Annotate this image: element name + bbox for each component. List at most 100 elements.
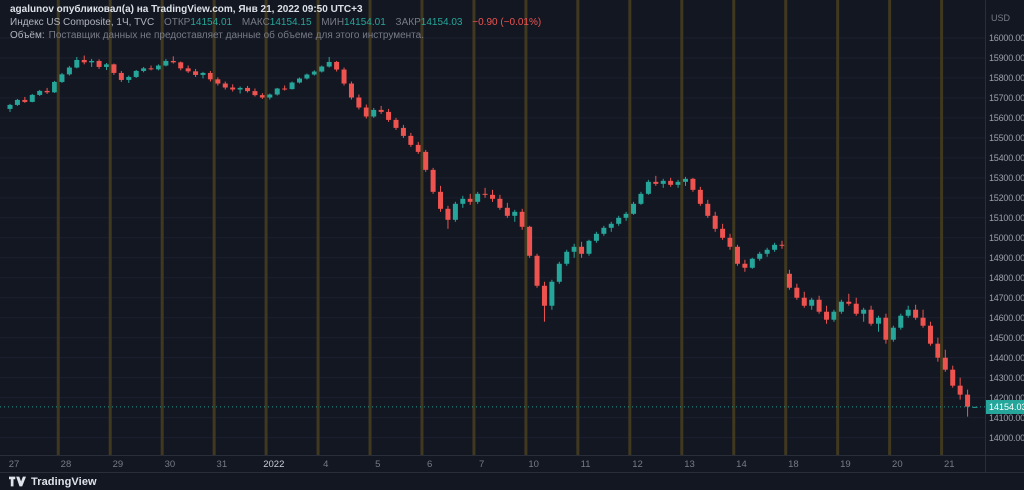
candle-body — [876, 317, 881, 324]
candle-body — [720, 228, 726, 238]
time-axis[interactable]: 27 28 29 30 31 2022 4 5 6 7 10 11 12 13 14 18 19 20 21 — [0, 455, 985, 473]
candle-body — [712, 215, 718, 229]
candle-body — [675, 181, 681, 185]
candle-body — [400, 127, 406, 136]
volume-label: Объём: — [10, 30, 45, 41]
candle-body — [586, 240, 592, 254]
open-value: 14154.01 — [190, 17, 233, 28]
price-tick-label: 15400.00 — [989, 152, 1024, 163]
chart-plot-area[interactable]: agalunov опубликовал(а) на TradingView.c… — [0, 0, 985, 455]
price-tick-label: 14800.00 — [989, 272, 1024, 283]
candle-body — [905, 309, 911, 316]
candle-body — [794, 287, 800, 298]
candle-body — [430, 169, 436, 192]
candle-body — [549, 281, 555, 306]
candle-body — [378, 109, 384, 112]
candle-body — [178, 62, 184, 69]
candle-body — [764, 249, 770, 254]
candle-body — [527, 226, 533, 256]
candle-body — [363, 107, 369, 117]
candle-body — [512, 211, 518, 216]
time-axis-label: 19 — [840, 459, 851, 470]
candle-body — [786, 273, 792, 288]
time-axis-label: 10 — [528, 459, 539, 470]
time-axis-label: 2022 — [263, 459, 285, 470]
candle-body — [460, 198, 466, 204]
candle-body — [645, 181, 651, 194]
candle-body — [341, 69, 347, 84]
candle-body — [207, 72, 213, 80]
time-axis-label: 30 — [164, 459, 176, 470]
candle-body — [163, 60, 169, 66]
candle-body — [104, 64, 109, 67]
time-axis-label: 29 — [112, 459, 124, 470]
candlestick-chart[interactable] — [0, 0, 985, 455]
symbol-legend[interactable]: Индекс US Composite, 1Ч, TVC ОТКР14154.0… — [10, 17, 541, 28]
candle-body — [289, 82, 295, 90]
candle-body — [222, 83, 228, 88]
currency-unit-label: USD — [991, 13, 1011, 23]
candle-body — [155, 65, 161, 70]
candle-body — [861, 309, 867, 314]
candle-body — [29, 94, 35, 102]
candle-body — [467, 198, 473, 202]
candle-body — [683, 178, 688, 182]
candle-body — [215, 79, 221, 84]
candle-body — [853, 303, 859, 314]
candle-body — [898, 315, 904, 328]
candle-body — [482, 193, 488, 195]
candle-body — [237, 87, 243, 90]
candle-body — [883, 317, 889, 340]
candle-body — [408, 135, 414, 145]
candle-body — [638, 193, 644, 204]
volume-legend: Объём: Поставщик данных не предоставляет … — [10, 30, 541, 41]
candle-body — [415, 144, 421, 152]
price-tick-label: 14500.00 — [989, 332, 1024, 343]
candle-body — [356, 97, 362, 108]
tradingview-brand-link[interactable]: TradingView — [9, 476, 97, 488]
change-value: −0.90 (−0.01%) — [472, 17, 542, 28]
candle-body — [927, 325, 933, 344]
candle-body — [170, 60, 176, 63]
time-axis-label: 21 — [944, 459, 955, 470]
high-label: МАКС — [241, 17, 270, 28]
candle-body — [556, 263, 562, 282]
last-price-label: 14154.03 — [986, 399, 1024, 414]
price-tick-label: 14400.00 — [989, 352, 1024, 363]
candle-body — [490, 194, 495, 199]
candle-body — [126, 76, 132, 80]
candle-body — [267, 94, 273, 98]
close-value: 14154.03 — [420, 17, 463, 28]
candle-body — [668, 180, 674, 185]
candle-body — [452, 203, 458, 220]
time-axis-label: 5 — [375, 459, 381, 470]
time-axis-label: 27 — [8, 459, 20, 470]
candle-body — [601, 227, 607, 234]
candle-body — [14, 99, 20, 105]
time-axis-label: 11 — [580, 459, 591, 470]
chart-overlay: agalunov опубликовал(а) на TradingView.c… — [10, 4, 541, 41]
close-label: ЗАКР — [395, 17, 421, 28]
candle-body — [846, 301, 852, 304]
candle-body — [59, 74, 65, 82]
candle-body — [89, 60, 95, 63]
time-axis-label: 14 — [736, 459, 747, 470]
candle-body — [259, 95, 265, 98]
candle-body — [727, 237, 733, 247]
attribution-text: опубликовал(а) на TradingView.com, Янв 2… — [53, 4, 363, 15]
price-axis[interactable]: USD 14154.03 16000.00 15900.00 15800.00 157… — [985, 0, 1024, 455]
tradingview-logo-icon — [9, 476, 26, 487]
price-tick-label: 14300.00 — [989, 372, 1024, 383]
candle-body — [571, 246, 577, 252]
candle-body — [148, 68, 154, 70]
candle-body — [957, 385, 963, 395]
candle-body — [623, 213, 629, 218]
candle-body — [185, 68, 191, 72]
price-tick-label: 15900.00 — [989, 52, 1024, 63]
price-tick-label: 15600.00 — [989, 112, 1024, 123]
candle-body — [438, 191, 444, 209]
candle-body — [282, 88, 288, 90]
price-tick-label: 14200.00 — [989, 392, 1024, 403]
candle-body — [44, 90, 50, 93]
price-tick-label: 15000.00 — [989, 232, 1024, 243]
